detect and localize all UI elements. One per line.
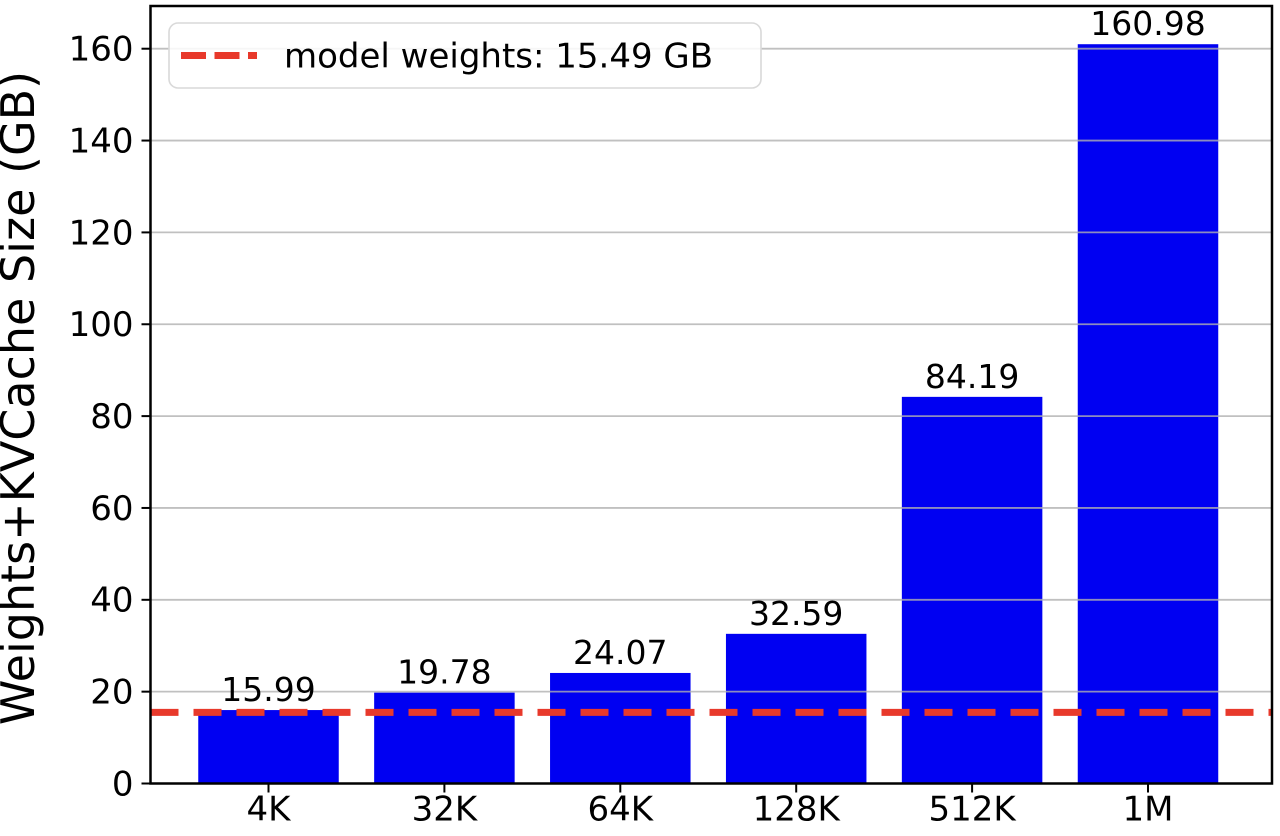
x-tick-label: 1M <box>1123 790 1174 830</box>
x-tick-label: 32K <box>412 790 479 830</box>
y-tick-label: 60 <box>90 489 133 529</box>
y-tick-label: 80 <box>90 397 133 437</box>
ticks-layer: 4K 32K 64K 128K 512K 1M 0 20 40 60 80 100 120 140 160 <box>69 30 1174 830</box>
y-axis-label: Weights+KVCache Size (GB) <box>0 71 45 725</box>
gridlines-layer <box>150 47 1272 693</box>
bar-value-label: 15.99 <box>221 670 315 709</box>
y-tick-label: 0 <box>112 764 134 804</box>
x-tick-label: 512K <box>928 790 1017 830</box>
y-tick-label: 160 <box>69 30 134 70</box>
bar-32K <box>374 692 515 784</box>
plot-border <box>149 4 1274 785</box>
bar-value-label: 160.98 <box>1090 4 1205 43</box>
bars-layer <box>198 44 1219 784</box>
bar-value-label: 24.07 <box>573 633 667 672</box>
bar-value-label: 84.19 <box>925 357 1019 396</box>
bar-64K <box>550 672 691 784</box>
bar-1M <box>1077 44 1219 784</box>
y-tick-label: 120 <box>69 213 134 253</box>
x-tick-label: 4K <box>247 790 293 830</box>
bar-value-labels-layer: 15.99 19.78 24.07 32.59 84.19 160.98 <box>221 4 1205 709</box>
bar-4K <box>198 710 339 784</box>
bar-128K <box>725 633 867 784</box>
x-tick-label: 64K <box>588 790 655 830</box>
legend-label: model weights: 15.49 GB <box>284 36 713 76</box>
bar-value-label: 19.78 <box>397 653 491 692</box>
y-tick-label: 140 <box>69 121 134 161</box>
y-tick-label: 100 <box>69 305 134 345</box>
bar-512K <box>901 396 1043 784</box>
bar-value-label: 32.59 <box>749 594 843 633</box>
y-tick-label: 40 <box>90 581 133 621</box>
y-tick-label: 20 <box>90 673 133 713</box>
legend: model weights: 15.49 GB <box>168 22 762 89</box>
legend-box <box>168 22 762 89</box>
x-tick-label: 128K <box>753 790 842 830</box>
